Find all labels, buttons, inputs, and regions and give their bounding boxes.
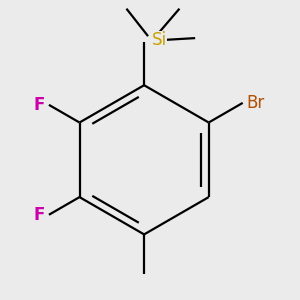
Text: Si: Si xyxy=(152,31,167,49)
Text: Br: Br xyxy=(247,94,265,112)
Text: F: F xyxy=(34,206,45,224)
Text: F: F xyxy=(34,96,45,114)
